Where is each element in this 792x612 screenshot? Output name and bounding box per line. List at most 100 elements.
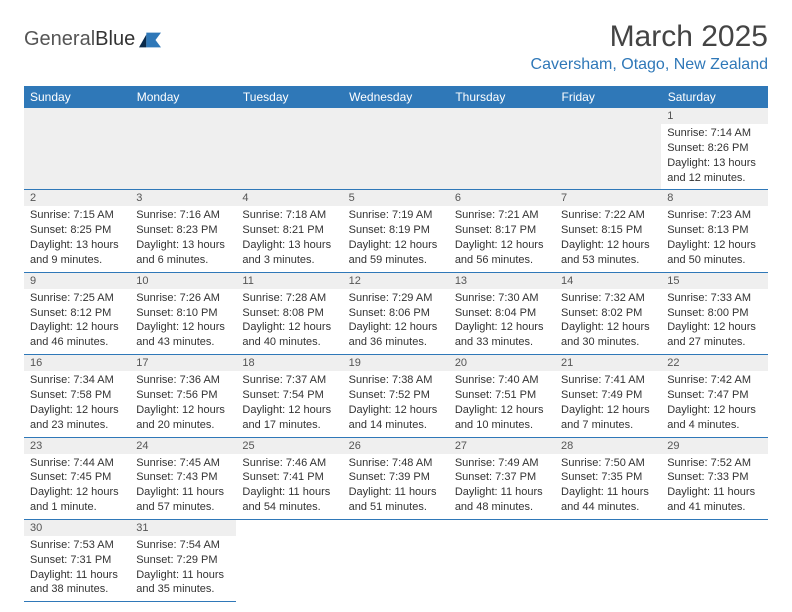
day-number: 18 <box>236 355 342 371</box>
sunset-text: Sunset: 8:12 PM <box>30 306 124 321</box>
day-details: Sunrise: 7:19 AMSunset: 8:19 PMDaylight:… <box>343 206 449 271</box>
calendar-cell <box>236 108 342 190</box>
daylight-line2: and 56 minutes. <box>455 253 549 268</box>
daylight-line1: Daylight: 12 hours <box>349 320 443 335</box>
daylight-line2: and 40 minutes. <box>242 335 336 350</box>
daylight-line2: and 4 minutes. <box>667 418 761 433</box>
day-details: Sunrise: 7:38 AMSunset: 7:52 PMDaylight:… <box>343 371 449 436</box>
daylight-line2: and 35 minutes. <box>136 582 230 597</box>
daylight-line1: Daylight: 12 hours <box>349 403 443 418</box>
daylight-line2: and 50 minutes. <box>667 253 761 268</box>
sunset-text: Sunset: 7:54 PM <box>242 388 336 403</box>
day-number: 26 <box>343 438 449 454</box>
calendar-cell: 21Sunrise: 7:41 AMSunset: 7:49 PMDayligh… <box>555 355 661 437</box>
calendar-cell: 5Sunrise: 7:19 AMSunset: 8:19 PMDaylight… <box>343 190 449 272</box>
day-number: 30 <box>24 520 130 536</box>
calendar-cell <box>24 108 130 190</box>
day-number: 24 <box>130 438 236 454</box>
logo-general: General <box>24 28 95 50</box>
calendar-cell: 24Sunrise: 7:45 AMSunset: 7:43 PMDayligh… <box>130 437 236 519</box>
sunset-text: Sunset: 8:13 PM <box>667 223 761 238</box>
daylight-line2: and 54 minutes. <box>242 500 336 515</box>
day-details: Sunrise: 7:23 AMSunset: 8:13 PMDaylight:… <box>661 206 767 271</box>
sunrise-text: Sunrise: 7:33 AM <box>667 291 761 306</box>
daylight-line2: and 36 minutes. <box>349 335 443 350</box>
sunrise-text: Sunrise: 7:49 AM <box>455 456 549 471</box>
daylight-line2: and 17 minutes. <box>242 418 336 433</box>
day-details: Sunrise: 7:30 AMSunset: 8:04 PMDaylight:… <box>449 289 555 354</box>
day-details: Sunrise: 7:53 AMSunset: 7:31 PMDaylight:… <box>24 536 130 601</box>
calendar-row: 9Sunrise: 7:25 AMSunset: 8:12 PMDaylight… <box>24 272 768 354</box>
day-number: 15 <box>661 273 767 289</box>
sunrise-text: Sunrise: 7:46 AM <box>242 456 336 471</box>
daylight-line1: Daylight: 12 hours <box>667 238 761 253</box>
daylight-line1: Daylight: 13 hours <box>242 238 336 253</box>
calendar-cell <box>236 519 342 601</box>
daylight-line1: Daylight: 11 hours <box>136 485 230 500</box>
calendar-cell: 25Sunrise: 7:46 AMSunset: 7:41 PMDayligh… <box>236 437 342 519</box>
calendar-cell: 28Sunrise: 7:50 AMSunset: 7:35 PMDayligh… <box>555 437 661 519</box>
day-details: Sunrise: 7:18 AMSunset: 8:21 PMDaylight:… <box>236 206 342 271</box>
daylight-line2: and 3 minutes. <box>242 253 336 268</box>
sunset-text: Sunset: 8:21 PM <box>242 223 336 238</box>
daylight-line2: and 48 minutes. <box>455 500 549 515</box>
calendar-table: SundayMondayTuesdayWednesdayThursdayFrid… <box>24 86 768 602</box>
daylight-line2: and 43 minutes. <box>136 335 230 350</box>
daylight-line1: Daylight: 13 hours <box>667 156 761 171</box>
sunrise-text: Sunrise: 7:54 AM <box>136 538 230 553</box>
calendar-cell: 23Sunrise: 7:44 AMSunset: 7:45 PMDayligh… <box>24 437 130 519</box>
sunrise-text: Sunrise: 7:41 AM <box>561 373 655 388</box>
day-number: 9 <box>24 273 130 289</box>
calendar-row: 23Sunrise: 7:44 AMSunset: 7:45 PMDayligh… <box>24 437 768 519</box>
calendar-row: 2Sunrise: 7:15 AMSunset: 8:25 PMDaylight… <box>24 190 768 272</box>
sunset-text: Sunset: 8:00 PM <box>667 306 761 321</box>
daylight-line2: and 53 minutes. <box>561 253 655 268</box>
day-number: 1 <box>661 108 767 124</box>
calendar-cell: 31Sunrise: 7:54 AMSunset: 7:29 PMDayligh… <box>130 519 236 601</box>
sunrise-text: Sunrise: 7:18 AM <box>242 208 336 223</box>
day-details: Sunrise: 7:32 AMSunset: 8:02 PMDaylight:… <box>555 289 661 354</box>
daylight-line1: Daylight: 13 hours <box>136 238 230 253</box>
calendar-cell: 7Sunrise: 7:22 AMSunset: 8:15 PMDaylight… <box>555 190 661 272</box>
sunset-text: Sunset: 7:43 PM <box>136 470 230 485</box>
daylight-line1: Daylight: 11 hours <box>30 568 124 583</box>
day-details: Sunrise: 7:36 AMSunset: 7:56 PMDaylight:… <box>130 371 236 436</box>
calendar-cell: 10Sunrise: 7:26 AMSunset: 8:10 PMDayligh… <box>130 272 236 354</box>
weekday-header: Thursday <box>449 86 555 108</box>
daylight-line1: Daylight: 12 hours <box>30 403 124 418</box>
daylight-line1: Daylight: 12 hours <box>561 403 655 418</box>
calendar-cell <box>343 519 449 601</box>
calendar-cell <box>449 108 555 190</box>
daylight-line1: Daylight: 12 hours <box>242 403 336 418</box>
day-details: Sunrise: 7:40 AMSunset: 7:51 PMDaylight:… <box>449 371 555 436</box>
daylight-line1: Daylight: 13 hours <box>30 238 124 253</box>
daylight-line1: Daylight: 12 hours <box>455 403 549 418</box>
sunrise-text: Sunrise: 7:42 AM <box>667 373 761 388</box>
header: GeneralBlue March 2025 Caversham, Otago,… <box>24 20 768 74</box>
day-number: 8 <box>661 190 767 206</box>
day-details: Sunrise: 7:16 AMSunset: 8:23 PMDaylight:… <box>130 206 236 271</box>
calendar-cell: 6Sunrise: 7:21 AMSunset: 8:17 PMDaylight… <box>449 190 555 272</box>
calendar-cell: 4Sunrise: 7:18 AMSunset: 8:21 PMDaylight… <box>236 190 342 272</box>
calendar-cell <box>449 519 555 601</box>
day-details: Sunrise: 7:34 AMSunset: 7:58 PMDaylight:… <box>24 371 130 436</box>
sunrise-text: Sunrise: 7:48 AM <box>349 456 443 471</box>
day-number: 20 <box>449 355 555 371</box>
calendar-cell <box>555 108 661 190</box>
daylight-line2: and 7 minutes. <box>561 418 655 433</box>
daylight-line1: Daylight: 12 hours <box>30 485 124 500</box>
calendar-cell: 16Sunrise: 7:34 AMSunset: 7:58 PMDayligh… <box>24 355 130 437</box>
day-details: Sunrise: 7:15 AMSunset: 8:25 PMDaylight:… <box>24 206 130 271</box>
day-details: Sunrise: 7:29 AMSunset: 8:06 PMDaylight:… <box>343 289 449 354</box>
day-details: Sunrise: 7:25 AMSunset: 8:12 PMDaylight:… <box>24 289 130 354</box>
sunset-text: Sunset: 7:29 PM <box>136 553 230 568</box>
calendar-cell: 12Sunrise: 7:29 AMSunset: 8:06 PMDayligh… <box>343 272 449 354</box>
calendar-cell: 27Sunrise: 7:49 AMSunset: 7:37 PMDayligh… <box>449 437 555 519</box>
calendar-cell: 17Sunrise: 7:36 AMSunset: 7:56 PMDayligh… <box>130 355 236 437</box>
day-number: 19 <box>343 355 449 371</box>
day-details: Sunrise: 7:28 AMSunset: 8:08 PMDaylight:… <box>236 289 342 354</box>
calendar-row: 30Sunrise: 7:53 AMSunset: 7:31 PMDayligh… <box>24 519 768 601</box>
sunset-text: Sunset: 8:23 PM <box>136 223 230 238</box>
calendar-cell: 29Sunrise: 7:52 AMSunset: 7:33 PMDayligh… <box>661 437 767 519</box>
flag-icon <box>139 32 161 48</box>
